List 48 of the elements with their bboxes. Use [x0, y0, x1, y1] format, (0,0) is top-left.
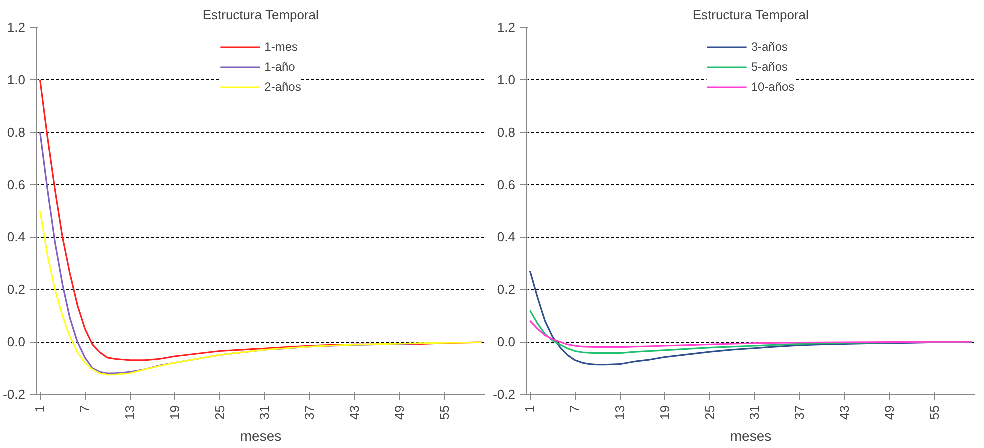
x-tick-label: 13 [612, 405, 628, 420]
y-tick-label: 0.2 [497, 282, 516, 298]
x-tick-label: 43 [347, 405, 362, 420]
x-tick-label: 19 [657, 405, 672, 420]
x-tick-label: 49 [392, 405, 407, 420]
legend-label: 2-años [264, 80, 302, 94]
x-tick-label: 37 [302, 405, 318, 420]
x-tick-label: 31 [257, 405, 272, 420]
x-tick-label: 43 [837, 405, 852, 420]
x-tick-label: 37 [792, 405, 808, 420]
y-tick-label: 0.8 [7, 124, 26, 140]
line-series [529, 320, 973, 348]
x-tick-label: 49 [882, 405, 897, 420]
x-tick-label: 7 [78, 405, 93, 413]
x-tick-label: 31 [747, 405, 762, 420]
line-series [39, 210, 483, 376]
x-tick-label: 1 [32, 405, 48, 413]
y-tick-label: 0.6 [497, 177, 516, 192]
y-tick-label: -0.2 [3, 387, 26, 402]
y-tick-label: 0.8 [497, 124, 516, 140]
y-tick-label: 1.0 [7, 72, 26, 88]
legend-label: 5-años [751, 60, 788, 74]
y-tick-label: 0.0 [497, 334, 516, 350]
x-axis-title: meses [240, 428, 282, 444]
y-tick-label: 0.2 [7, 282, 26, 298]
x-axis-title: meses [730, 428, 772, 444]
y-tick-label: 0.4 [497, 230, 516, 245]
legend-label: 10-años [751, 80, 795, 94]
y-tick-label: -0.2 [493, 387, 516, 402]
x-tick-label: 25 [702, 405, 718, 420]
chart-title: Estructura Temporal [202, 8, 320, 22]
x-tick-label: 55 [926, 405, 942, 420]
y-tick-label: 0.4 [7, 230, 26, 245]
y-tick-label: 0.6 [7, 177, 26, 192]
x-tick-label: 7 [568, 405, 583, 413]
legend-label: 3-años [751, 40, 788, 54]
x-tick-label: 25 [212, 405, 228, 420]
x-tick-label: 13 [122, 405, 138, 420]
x-tick-label: 55 [436, 405, 452, 420]
legend-label: 1-año [264, 60, 296, 74]
chart-title: Estructura Temporal [692, 8, 810, 22]
x-tick-label: 1 [522, 405, 538, 413]
legend-label: 1-mes [264, 40, 298, 54]
y-tick-label: 1.2 [7, 20, 26, 35]
x-tick-label: 19 [167, 405, 182, 420]
y-tick-label: 1.2 [497, 20, 516, 35]
y-tick-label: 0.0 [7, 334, 26, 350]
y-tick-label: 1.0 [497, 72, 516, 88]
